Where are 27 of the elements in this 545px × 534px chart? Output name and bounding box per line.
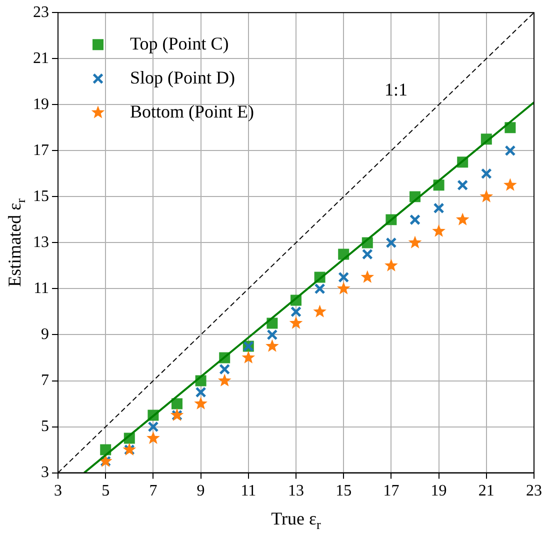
y-tick-label: 17 xyxy=(33,142,49,159)
x-tick-label: 17 xyxy=(383,482,400,500)
x-tick-label: 23 xyxy=(526,482,542,500)
y-tick-label: 5 xyxy=(41,418,49,435)
y-tick-label: 21 xyxy=(33,50,49,67)
y-tick-label: 15 xyxy=(33,188,49,205)
y-tick-label: 13 xyxy=(33,234,49,251)
x-tick-label: 11 xyxy=(240,482,256,500)
y-tick-label: 7 xyxy=(41,372,49,389)
y-tick-label: 9 xyxy=(41,326,49,343)
x-tick-label: 5 xyxy=(102,482,110,500)
y-tick-label: 3 xyxy=(41,464,49,482)
x-tick-label: 15 xyxy=(336,482,352,500)
x-tick-label: 3 xyxy=(54,482,62,500)
legend-label: Top (Point C) xyxy=(130,33,229,54)
x-tick-label: 19 xyxy=(430,482,447,500)
x-tick-label: 21 xyxy=(478,482,494,500)
x-tick-label: 9 xyxy=(196,482,205,500)
y-tick-label: 11 xyxy=(34,280,49,297)
x-tick-label: 7 xyxy=(149,482,158,500)
legend-label: Slop (Point D) xyxy=(130,67,236,88)
y-axis-title: Estimated εr xyxy=(4,198,28,287)
legend-label: Bottom (Point E) xyxy=(130,101,254,122)
x-tick-label: 13 xyxy=(288,482,304,500)
y-tick-label: 19 xyxy=(33,96,49,113)
y-tick-label: 23 xyxy=(33,4,49,21)
annotation: 1:1 xyxy=(384,80,408,100)
